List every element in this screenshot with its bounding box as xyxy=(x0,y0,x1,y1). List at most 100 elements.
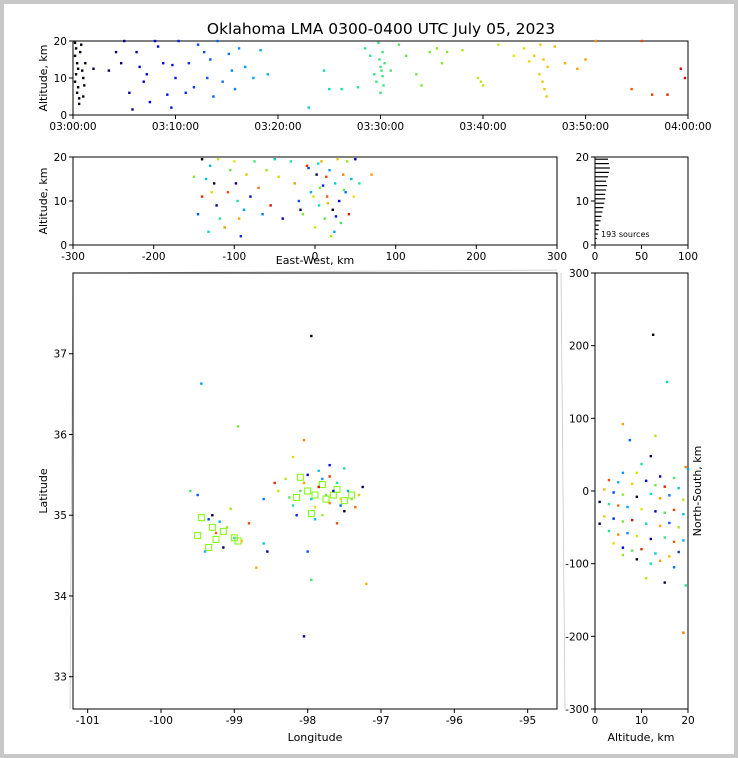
time-source-point xyxy=(259,49,262,52)
map-source-point xyxy=(236,425,240,428)
ns-source-point xyxy=(598,500,601,504)
ns-source-point xyxy=(672,476,676,480)
ns-source-point xyxy=(672,566,676,569)
time-source-point xyxy=(171,63,174,67)
ns-source-point xyxy=(677,526,680,529)
ew-source-point xyxy=(192,175,196,178)
time-source-point xyxy=(328,87,331,91)
ew-source-point xyxy=(269,204,272,207)
map-xlabel: Longitude xyxy=(288,731,343,744)
ns-source-point xyxy=(644,577,648,580)
map-source-point xyxy=(306,473,309,477)
time-axes-frame xyxy=(72,40,689,116)
ns-source-point xyxy=(598,522,601,525)
map-source-point xyxy=(313,518,317,521)
time-source-point xyxy=(74,73,78,76)
hist-ytick-label: 20 xyxy=(576,152,589,164)
ew-xtick-label: 0 xyxy=(312,251,319,263)
ns-source-point xyxy=(649,454,652,458)
time-source-point xyxy=(512,54,515,57)
map-source-point xyxy=(218,520,221,523)
ns-source-point xyxy=(628,438,632,442)
time-source-point xyxy=(445,50,449,54)
lma-station-marker xyxy=(307,510,315,518)
time-source-point xyxy=(75,62,79,65)
ns-source-point xyxy=(621,553,625,557)
ns-source-point xyxy=(626,505,629,509)
map-ytick-label: 34 xyxy=(54,591,68,603)
map-source-point xyxy=(317,469,320,473)
ns-ytick-label: 200 xyxy=(569,341,589,353)
map-source-point xyxy=(361,485,364,489)
map-source-point xyxy=(247,522,251,525)
map-source-point xyxy=(291,455,295,459)
ns-source-point xyxy=(635,471,639,475)
ns-xtick-label: 0 xyxy=(592,715,599,727)
ns-axes-frame xyxy=(594,272,689,710)
map-source-point xyxy=(343,467,346,470)
ns-source-point xyxy=(617,533,620,536)
time-source-point xyxy=(244,65,247,69)
map-source-point xyxy=(328,501,331,505)
ns-source-point xyxy=(649,562,652,565)
ns-source-point xyxy=(686,468,690,471)
ns-source-point xyxy=(635,495,639,499)
ns-source-point xyxy=(607,529,611,533)
time-source-point xyxy=(78,50,82,54)
ns-source-point xyxy=(682,498,685,501)
ew-source-point xyxy=(333,182,337,185)
time-source-point xyxy=(381,74,384,78)
time-source-point xyxy=(356,86,360,89)
lma-station-marker xyxy=(212,535,220,543)
time-source-point xyxy=(177,39,180,43)
ns-source-point xyxy=(649,537,652,541)
ew-source-point xyxy=(336,158,339,161)
lma-station-marker xyxy=(296,473,304,481)
time-source-point xyxy=(221,80,224,83)
ns-source-point xyxy=(682,513,685,516)
map-source-point xyxy=(321,477,324,481)
time-source-point xyxy=(397,43,401,46)
ew-xtick-label: -300 xyxy=(61,251,85,263)
ew-source-point xyxy=(277,175,280,178)
ew-source-point xyxy=(218,217,222,220)
ns-xlabel: Altitude, km xyxy=(607,731,674,744)
ns-source-point xyxy=(640,462,643,466)
altitude-histogram-panel: 0 50 100 0 10 20 xyxy=(576,152,698,263)
time-source-point xyxy=(75,91,79,94)
time-source-point xyxy=(170,106,173,109)
time-source-point xyxy=(375,80,378,83)
time-xtick-label: 03:00:00 xyxy=(49,121,96,133)
map-source-point xyxy=(291,504,295,507)
hist-xtick-label: 50 xyxy=(635,251,648,263)
map-source-point xyxy=(225,526,229,529)
time-source-point xyxy=(73,41,77,45)
ns-source-point xyxy=(612,491,615,494)
map-source-point xyxy=(343,509,346,513)
map-source-point xyxy=(229,507,232,510)
ns-source-point xyxy=(658,475,662,478)
time-source-point xyxy=(184,91,187,94)
time-source-point xyxy=(481,84,485,87)
time-source-point xyxy=(153,39,157,43)
time-source-point xyxy=(539,43,542,46)
time-source-point xyxy=(74,47,78,50)
time-xtick-label: 03:20:00 xyxy=(254,121,301,133)
time-source-point xyxy=(497,43,500,46)
ns-source-point xyxy=(635,534,639,538)
ns-source-point xyxy=(663,581,666,584)
map-source-point xyxy=(335,481,339,485)
map-xtick-label: -99 xyxy=(226,715,243,727)
ns-source-point xyxy=(621,546,625,549)
ns-source-point xyxy=(640,547,643,551)
ew-source-point xyxy=(215,204,218,207)
time-source-point xyxy=(380,69,383,72)
ns-ylabel: North-South, km xyxy=(691,446,704,537)
ew-source-point xyxy=(207,230,210,233)
ew-source-point xyxy=(315,173,318,176)
lma-station-marker xyxy=(194,531,202,539)
ew-source-point xyxy=(334,215,338,218)
time-source-point xyxy=(266,73,269,76)
map-xtick-label: -96 xyxy=(446,715,463,727)
ns-source-point xyxy=(672,540,676,544)
